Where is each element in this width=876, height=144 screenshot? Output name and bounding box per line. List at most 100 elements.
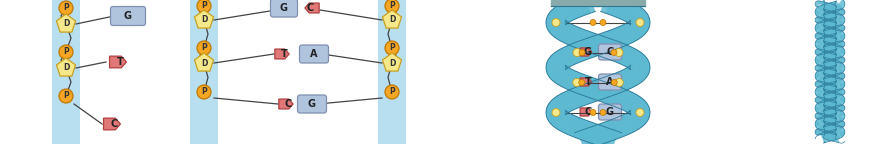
Polygon shape <box>601 30 617 52</box>
Polygon shape <box>559 1 575 22</box>
Polygon shape <box>829 97 843 109</box>
Polygon shape <box>816 95 825 107</box>
Polygon shape <box>816 41 829 52</box>
Polygon shape <box>820 130 835 143</box>
FancyBboxPatch shape <box>110 6 145 25</box>
Polygon shape <box>816 89 829 100</box>
Polygon shape <box>559 91 575 112</box>
Polygon shape <box>834 21 845 31</box>
Polygon shape <box>561 68 576 90</box>
Text: D: D <box>201 16 208 24</box>
Polygon shape <box>577 74 593 96</box>
Polygon shape <box>835 62 845 74</box>
Polygon shape <box>618 114 633 136</box>
Polygon shape <box>621 1 637 22</box>
Polygon shape <box>819 67 832 79</box>
Polygon shape <box>577 128 593 144</box>
Polygon shape <box>832 84 845 95</box>
Polygon shape <box>823 50 837 62</box>
Polygon shape <box>547 102 566 115</box>
Polygon shape <box>630 110 650 119</box>
Polygon shape <box>589 123 604 144</box>
Circle shape <box>573 78 581 87</box>
Polygon shape <box>816 71 825 83</box>
Polygon shape <box>550 110 567 128</box>
Polygon shape <box>553 5 569 24</box>
Polygon shape <box>583 122 600 144</box>
Polygon shape <box>549 53 567 70</box>
Polygon shape <box>584 81 600 103</box>
Polygon shape <box>570 86 586 108</box>
Polygon shape <box>550 7 567 25</box>
Polygon shape <box>569 42 584 64</box>
Text: D: D <box>389 58 395 68</box>
Polygon shape <box>601 83 617 105</box>
Polygon shape <box>579 120 595 142</box>
Polygon shape <box>835 110 845 122</box>
Polygon shape <box>608 73 624 95</box>
Polygon shape <box>612 71 628 93</box>
Polygon shape <box>815 81 827 92</box>
Polygon shape <box>835 53 845 65</box>
Polygon shape <box>823 74 837 86</box>
Polygon shape <box>572 73 588 95</box>
Polygon shape <box>819 105 833 117</box>
Text: P: P <box>201 1 207 11</box>
Circle shape <box>59 45 73 59</box>
Polygon shape <box>567 0 583 19</box>
Polygon shape <box>815 9 826 19</box>
Polygon shape <box>830 1 843 13</box>
Polygon shape <box>817 27 830 39</box>
Polygon shape <box>835 14 844 26</box>
Text: D: D <box>389 16 395 24</box>
Polygon shape <box>821 89 836 102</box>
Polygon shape <box>817 1 830 13</box>
Polygon shape <box>562 114 578 136</box>
Bar <box>190 0 218 144</box>
Polygon shape <box>610 27 625 49</box>
Polygon shape <box>546 65 566 76</box>
Polygon shape <box>555 3 572 23</box>
Polygon shape <box>546 20 566 29</box>
Polygon shape <box>580 78 592 86</box>
Polygon shape <box>623 67 639 88</box>
Polygon shape <box>832 60 845 71</box>
Polygon shape <box>594 78 610 100</box>
Polygon shape <box>620 68 635 90</box>
Polygon shape <box>555 49 570 69</box>
Polygon shape <box>835 101 845 113</box>
Circle shape <box>552 108 560 116</box>
Text: T: T <box>280 49 287 59</box>
Polygon shape <box>607 40 623 62</box>
Polygon shape <box>829 121 843 133</box>
Polygon shape <box>570 117 586 139</box>
Polygon shape <box>567 88 583 109</box>
Polygon shape <box>605 84 621 106</box>
Polygon shape <box>625 93 640 113</box>
Polygon shape <box>815 0 825 11</box>
Text: P: P <box>63 48 69 56</box>
Polygon shape <box>834 69 844 79</box>
Polygon shape <box>816 12 829 23</box>
Polygon shape <box>575 119 590 141</box>
Text: P: P <box>389 88 395 96</box>
Polygon shape <box>835 23 845 35</box>
Polygon shape <box>835 77 845 89</box>
Polygon shape <box>815 129 827 140</box>
Polygon shape <box>835 29 845 41</box>
Bar <box>52 0 80 144</box>
Polygon shape <box>630 20 648 36</box>
Polygon shape <box>628 65 645 84</box>
Polygon shape <box>835 47 845 59</box>
Polygon shape <box>305 3 319 13</box>
Polygon shape <box>546 110 566 123</box>
Polygon shape <box>628 51 645 70</box>
Polygon shape <box>564 43 580 65</box>
Polygon shape <box>598 76 615 98</box>
Polygon shape <box>825 34 839 47</box>
Polygon shape <box>815 57 827 68</box>
Polygon shape <box>566 26 582 47</box>
Polygon shape <box>815 33 827 43</box>
Polygon shape <box>577 38 593 60</box>
Polygon shape <box>816 69 826 79</box>
